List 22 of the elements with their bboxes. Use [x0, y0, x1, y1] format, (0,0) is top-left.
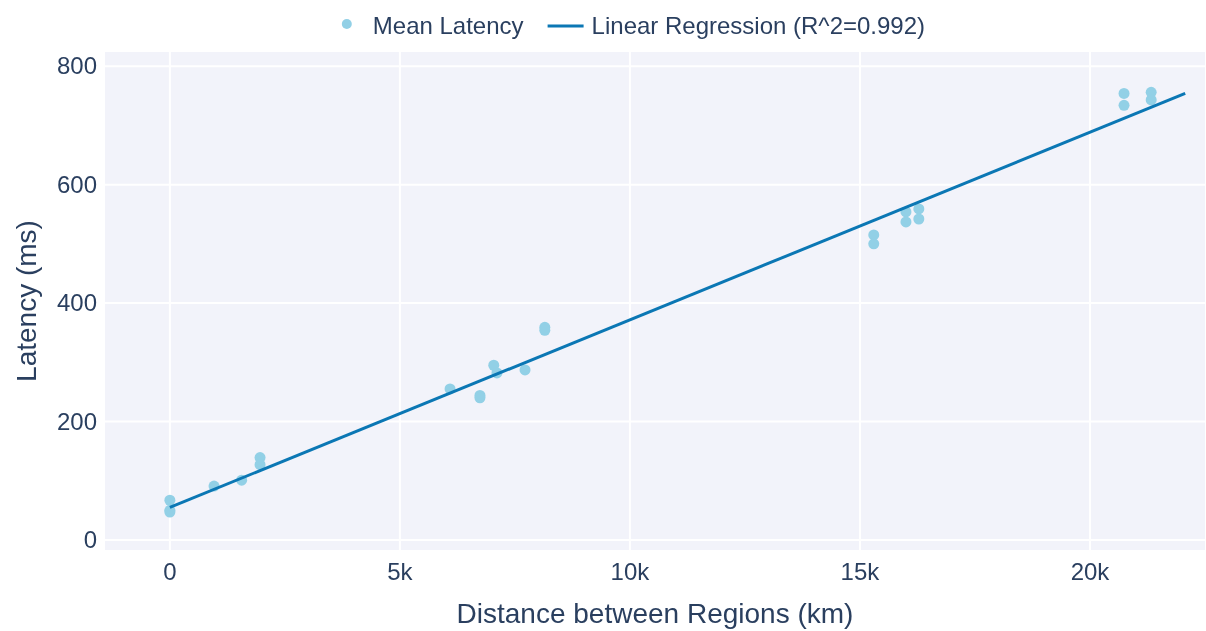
y-tick-label: 600 [56, 170, 97, 198]
x-tick-label: 5k [387, 558, 414, 585]
x-axis-title: Distance between Regions (km) [456, 598, 854, 629]
y-tick-label: 800 [56, 52, 97, 80]
point [519, 364, 531, 376]
y-tick-label: 400 [56, 289, 97, 317]
y-axis-title: Latency (ms) [11, 220, 42, 382]
point [913, 203, 925, 215]
x-tick-label: 15k [840, 558, 881, 585]
point [164, 494, 176, 506]
y-tick-label: 200 [56, 407, 97, 435]
legend-label: Mean Latency [372, 12, 524, 39]
point [1118, 87, 1130, 99]
legend-label: Linear Regression (R^2=0.992) [591, 12, 926, 39]
y-tick-label: 0 [83, 525, 97, 553]
x-tick-label: 0 [163, 558, 177, 585]
point [900, 216, 912, 228]
x-tick-label: 10k [610, 558, 651, 585]
point [868, 238, 880, 250]
point [1118, 99, 1130, 111]
point [913, 213, 925, 225]
x-tick-label: 20k [1070, 558, 1111, 585]
